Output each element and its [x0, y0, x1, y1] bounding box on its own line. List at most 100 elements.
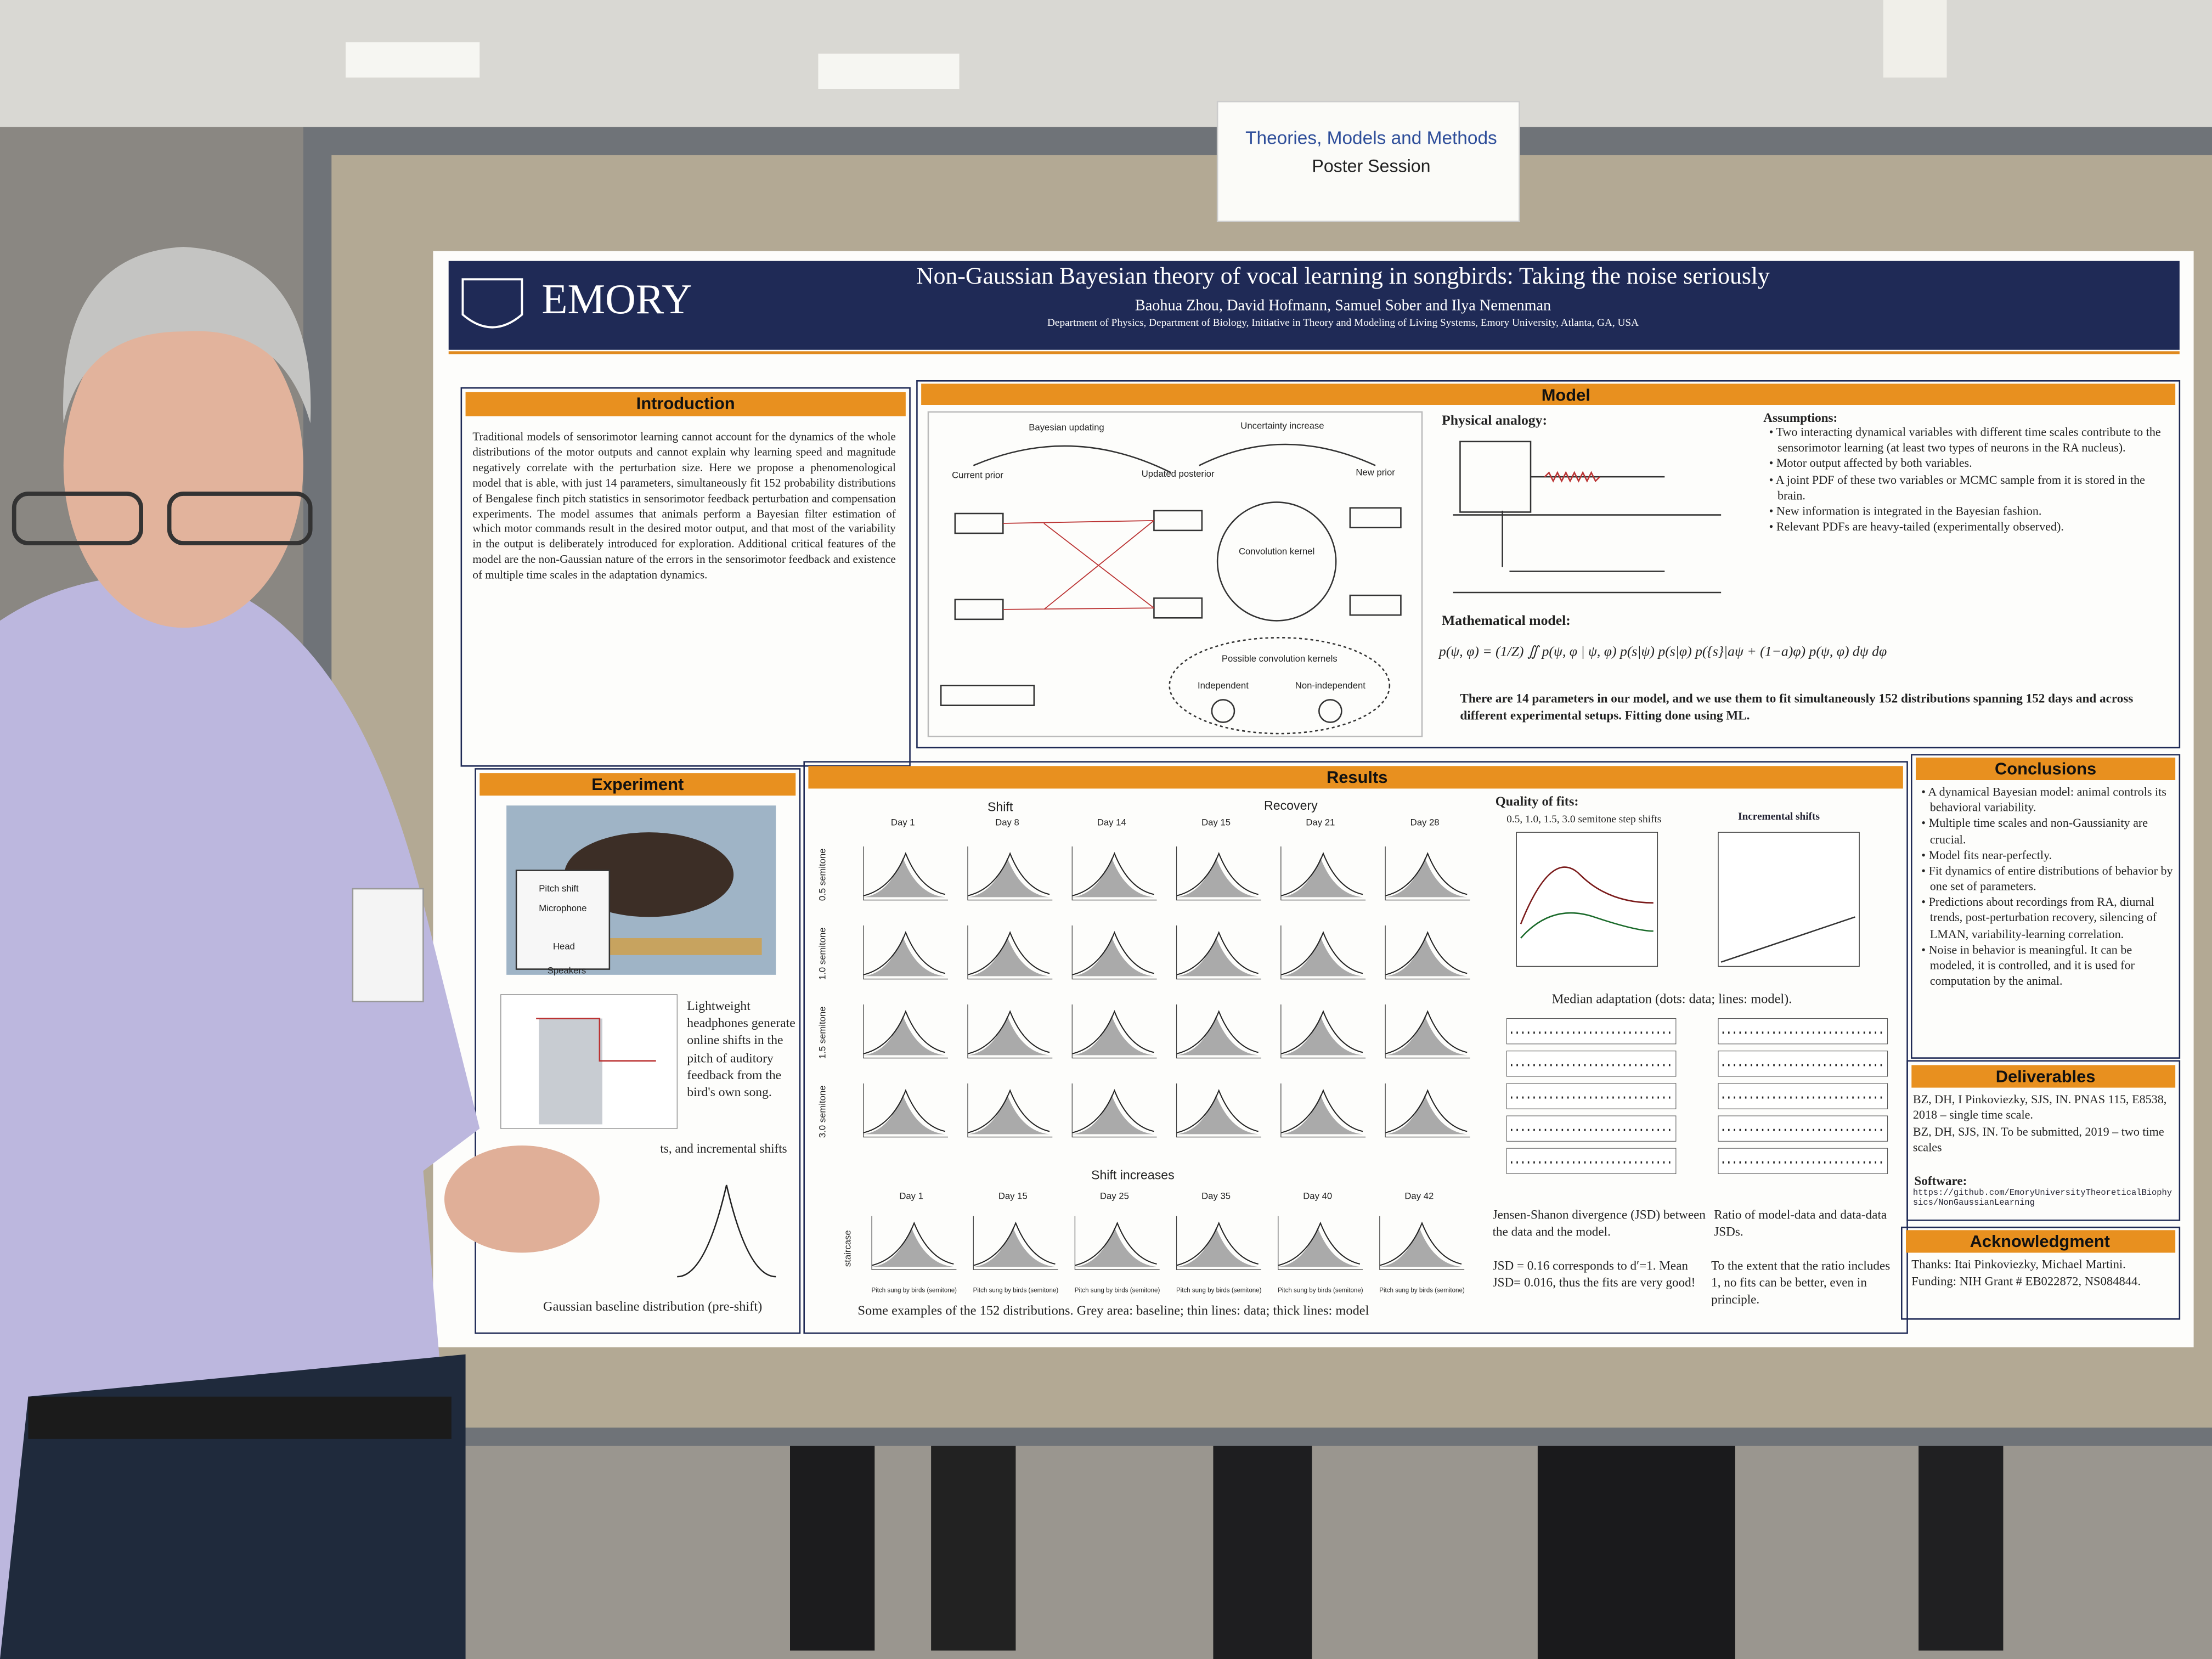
- model-curve: [1075, 1221, 1157, 1266]
- model-curve: [967, 930, 1050, 975]
- model-curve: [1072, 1088, 1154, 1133]
- ack-box: Thanks: Itai Pinkoviezky, Michael Martin…: [1911, 1257, 2141, 1288]
- glasses: [167, 492, 313, 545]
- panel: [475, 768, 801, 1334]
- diagram-frame: [927, 411, 1423, 737]
- diagram-label: Bayesian updating: [1029, 422, 1104, 432]
- row-label: staircase: [843, 1230, 853, 1267]
- model-note: There are 14 parameters in our model, an…: [1460, 691, 2134, 723]
- panel-heading-bar: [479, 773, 796, 796]
- axes: [1280, 1004, 1366, 1059]
- x-axis-label: Pitch sung by birds (semitone): [1379, 1287, 1465, 1294]
- jsd-plot: [1718, 1115, 1888, 1142]
- panel-heading: Acknowledgment: [1970, 1232, 2110, 1251]
- row-label: 1.5 semitone: [817, 1006, 827, 1059]
- day-label: Day 28: [1410, 817, 1440, 827]
- baseline-area: [1176, 1015, 1259, 1056]
- model-curve: [1176, 930, 1259, 975]
- baseline-area: [1385, 1094, 1468, 1135]
- jsd-plot: [1718, 1051, 1888, 1077]
- results-label: Shift: [988, 800, 1013, 814]
- jsd-plot: [1506, 1115, 1677, 1142]
- section-label: Assumptions:: [1763, 411, 1837, 425]
- model-curve: [973, 1221, 1056, 1266]
- emory-shield: [461, 278, 523, 329]
- axes: [967, 1004, 1053, 1059]
- results-label: Median adaptation (dots: data; lines: mo…: [1552, 991, 1792, 1006]
- setup-label: Head: [553, 941, 575, 952]
- panel-heading: Conclusions: [1995, 759, 2096, 778]
- glasses: [12, 492, 143, 545]
- baseline-area: [872, 1227, 954, 1267]
- baseline-area: [1280, 1015, 1363, 1056]
- jsd-plot: [1718, 1083, 1888, 1109]
- day-label: Day 15: [998, 1191, 1028, 1201]
- results-label: 0.5, 1.0, 1.5, 3.0 semitone step shifts: [1506, 814, 1661, 825]
- intro-text: Traditional models of sensorimotor learn…: [472, 430, 896, 582]
- baseline-area: [1385, 1015, 1468, 1056]
- spring: [1544, 471, 1600, 483]
- section-label: Physical analogy:: [1442, 412, 1547, 428]
- axes: [967, 846, 1053, 901]
- shift-region: [539, 1018, 602, 1125]
- software-label: Software:: [1914, 1174, 1967, 1188]
- baseline-area: [968, 936, 1050, 977]
- day-label: Day 21: [1306, 817, 1335, 827]
- diagram-label: Independent: [1198, 680, 1249, 691]
- panel-heading-bar: [808, 766, 1903, 789]
- baseline-area: [863, 936, 945, 977]
- affiliation: Department of Physics, Department of Bio…: [1047, 317, 1639, 329]
- axes: [863, 1083, 949, 1138]
- axes: [1176, 1083, 1261, 1138]
- model-curve: [967, 851, 1050, 896]
- shift-line: [536, 1018, 656, 1062]
- baseline-area: [1072, 936, 1154, 977]
- baseline-area: [1176, 936, 1259, 977]
- axes: [967, 925, 1053, 980]
- day-label: Day 42: [1404, 1191, 1434, 1201]
- baseline-area: [863, 1015, 945, 1056]
- axes: [1280, 846, 1366, 901]
- text-box: Jensen-Shanon divergence (JSD) between t…: [1492, 1207, 1706, 1239]
- panel: [460, 387, 911, 767]
- ratio-text: To the extent that the ratio includes 1,…: [1711, 1258, 1891, 1306]
- model-line: [1720, 916, 1855, 963]
- kernels-ellipse: [1169, 637, 1391, 735]
- baseline-area: [863, 857, 945, 898]
- axes: [1385, 1083, 1470, 1138]
- baseline-area: [968, 1094, 1050, 1135]
- jsd-plot: [1718, 1018, 1888, 1045]
- baseline-area: [1280, 857, 1363, 898]
- ratio-text: Ratio of model-data and data-data JSDs.: [1714, 1207, 1887, 1239]
- legs: [1537, 1438, 1735, 1659]
- model-curve: [967, 1088, 1050, 1133]
- kernel-icon: [1318, 699, 1342, 723]
- jsd-text: Jensen-Shanon divergence (JSD) between t…: [1492, 1207, 1706, 1239]
- authors: Baohua Zhou, David Hofmann, Samuel Sober…: [1135, 297, 1551, 314]
- baseline-area: [1280, 936, 1363, 977]
- baseline-area: [1176, 1094, 1259, 1135]
- perch: [592, 938, 762, 955]
- x-axis-label: Pitch sung by birds (semitone): [973, 1287, 1059, 1294]
- kernel-icon: [1211, 699, 1235, 723]
- axes: [1071, 1004, 1157, 1059]
- day-label: Day 25: [1100, 1191, 1129, 1201]
- adaptation-plot: [1516, 832, 1658, 967]
- intro-text-box: Traditional models of sensorimotor learn…: [472, 430, 896, 582]
- jsd-plot: [1506, 1148, 1677, 1174]
- results-label: Shift increases: [1091, 1168, 1175, 1182]
- results-label: Quality of fits:: [1496, 794, 1579, 809]
- note-box: There are 14 parameters in our model, an…: [1460, 691, 2134, 723]
- x-axis-label: Pitch sung by birds (semitone): [872, 1287, 957, 1294]
- model-curve: [1072, 1009, 1154, 1054]
- model-curve: [871, 1221, 954, 1266]
- model-curve: [863, 930, 946, 975]
- baseline-area: [1072, 1015, 1154, 1056]
- model-curve: [1072, 851, 1154, 896]
- baseline-area: [1176, 1227, 1259, 1267]
- person-hand: [444, 1146, 600, 1253]
- x-axis-label: Pitch sung by birds (semitone): [1278, 1287, 1363, 1294]
- day-label: Day 8: [995, 817, 1019, 827]
- baseline-area: [973, 1227, 1056, 1267]
